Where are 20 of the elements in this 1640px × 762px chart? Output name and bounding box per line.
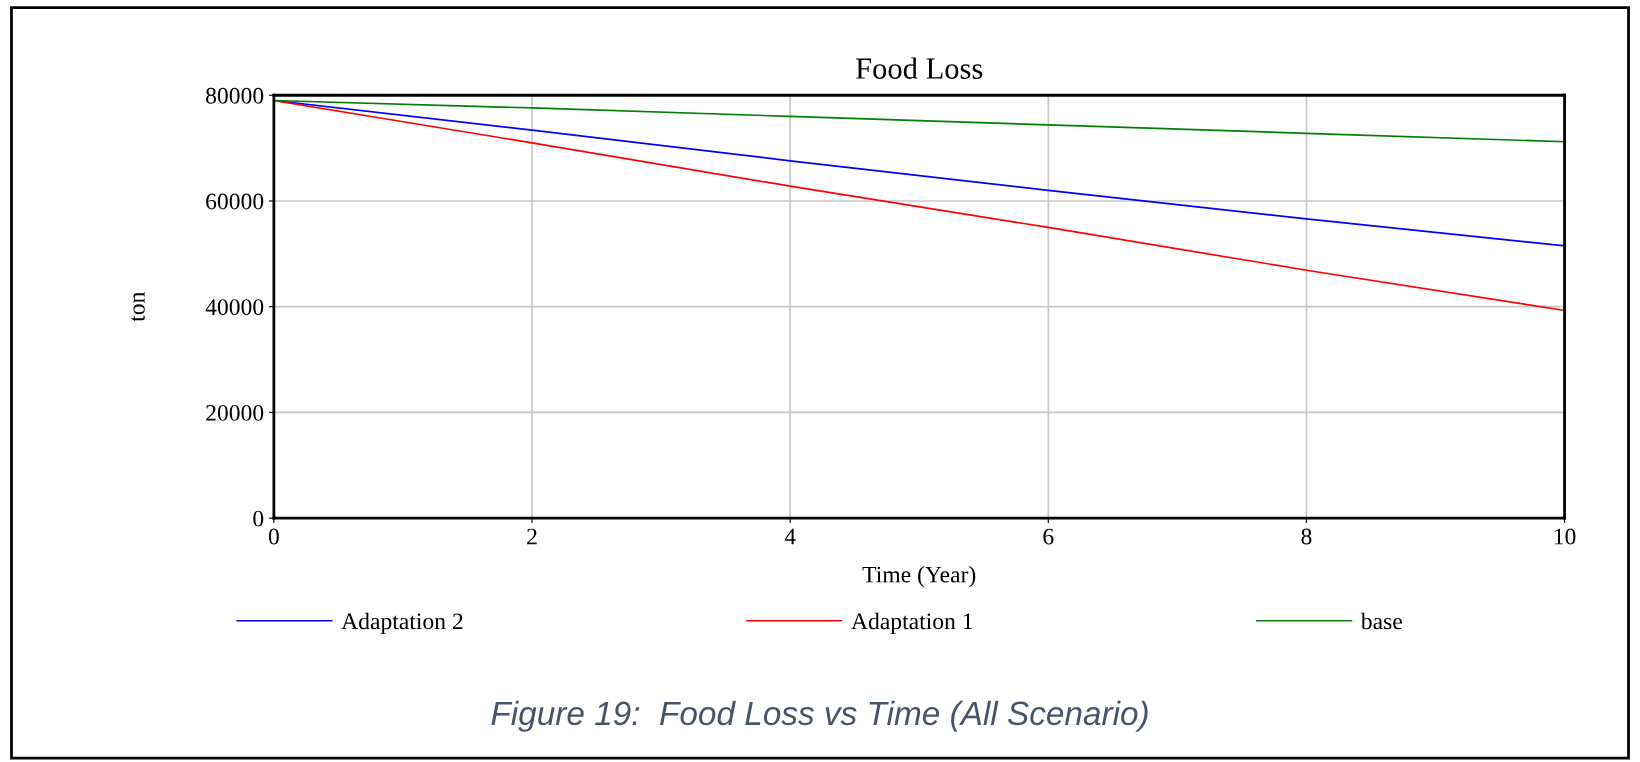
y-tick-label: 20000 [206,404,264,421]
x-tick-label: 8 [1301,528,1312,545]
y-tick-label: 80000 [206,87,264,104]
y-axis-title: ton [131,291,145,322]
x-tick-label: 0 [268,528,279,545]
y-tick-label: 0 [253,510,264,527]
legend-label: base [1360,612,1402,630]
x-tick-label: 6 [1043,528,1054,545]
legend-label: Adaptation 1 [851,612,973,635]
x-axis-title: Time (Year) [862,565,976,588]
legend-label: Adaptation 2 [341,612,463,635]
caption: Figure 19: Food Loss vs Time (All Scenario) [491,700,1148,732]
x-tick-label: 10 [1554,528,1576,545]
line-series [273,99,1565,312]
line-series [273,99,1565,143]
x-tick-label: 4 [784,528,796,545]
x-tick-label: 2 [527,528,537,545]
y-tick-label: 60000 [206,193,264,210]
chart-title: Food Loss [856,57,983,79]
y-tick-label: 40000 [205,299,264,316]
